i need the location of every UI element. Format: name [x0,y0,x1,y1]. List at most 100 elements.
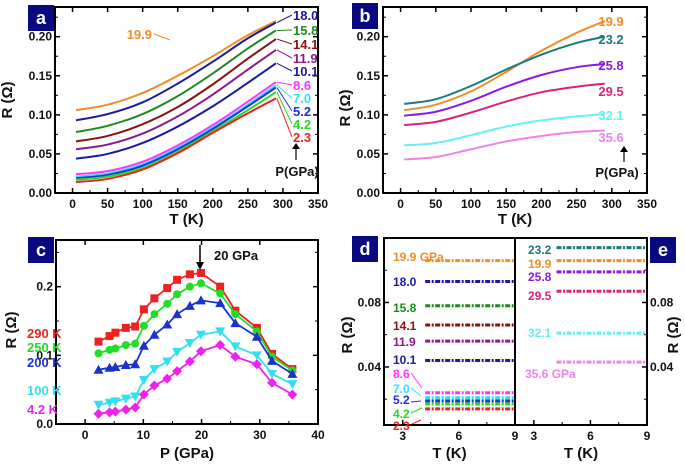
data-point [104,398,115,408]
series-line-23.2 [403,35,605,105]
data-point [94,349,103,358]
leader-line [276,49,293,59]
data-point [130,392,141,402]
series-label-18.0: 18.0 [393,275,417,289]
series-label-23.2: 23.2 [598,32,623,47]
annotation-20gpa: 20 GPa [214,248,259,263]
x-tick-label: 50 [429,197,443,211]
series-label-10.1: 10.1 [393,353,417,367]
series-label-25.8: 25.8 [528,270,552,284]
x-tick-label: 30 [253,428,267,442]
data-point [215,340,226,351]
data-point [251,331,262,341]
x-axis-title: T (K) [432,445,466,462]
leader-line [410,407,423,414]
series-label-32.1: 32.1 [598,108,623,123]
data-point [104,407,115,418]
series-label-14.1: 14.1 [293,37,318,52]
x-tick-label: 100 [461,197,481,211]
data-point [184,356,195,367]
pressure-unit-label: P(GPa) [275,164,318,179]
panel-letter-e: e [658,240,668,260]
data-point [215,327,226,337]
plot-frame [382,6,648,194]
x-tick-label: 6 [587,429,594,443]
y-tick-label: 0.15 [29,69,53,83]
data-point [120,394,131,404]
data-point [139,305,148,314]
series-line-8.6 [75,81,277,176]
series-line [98,330,293,406]
data-point [196,268,205,277]
data-point [195,295,206,305]
series-line-18.0 [75,21,277,122]
y-tick-label: 0.15 [357,69,381,83]
data-point [121,323,130,332]
y-axis-title: R (Ω) [665,316,682,353]
y-axis-title: R (Ω) [3,311,20,348]
arrow-head-icon [292,143,300,149]
series-label-8.6: 8.6 [393,367,410,381]
leader-line [276,87,293,112]
x-tick-label: 350 [308,197,328,211]
x-tick-label: 300 [273,197,293,211]
data-point [110,406,121,417]
data-point [267,355,278,365]
x-tick-label: 20 [195,428,209,442]
leader-line [411,419,422,425]
series-label-100K: 100 K [27,383,62,398]
panel-b: 0 50 100 150 200 250 300 350 0.00 0.05 0.10 0.15 0.2… [337,3,657,228]
leader-line [276,81,293,86]
x-axis-title: T (K) [498,211,532,228]
data-point [111,344,120,353]
y-axis-title: R (Ω) [339,316,356,353]
x-axis-title: T (K) [564,445,598,462]
arrow-head-icon [196,262,204,270]
data-point [94,337,103,346]
series-label-4.2K: 4.2 K [27,402,59,417]
panel-e: 3 6 9 0.04 0.08 T (K) 23.219.925.8 29.5 32.1 35.6… [514,237,682,462]
series-line-10.1 [75,62,277,160]
series-label-250K: 250 K [27,340,62,355]
data-point [110,397,121,407]
x-tick-label: 100 [133,197,153,211]
data-point [230,318,241,328]
leader-line [276,38,293,45]
series-100K [93,327,298,410]
y-tick-label: 0.20 [29,30,53,44]
series-line-25.8 [403,63,605,117]
y-tick-label: 0.05 [29,147,53,161]
series-line-7.0 [75,84,277,178]
y-tick-label: 0.04 [358,360,382,374]
y-tick-label: 0.10 [29,108,53,122]
series-line-35.6 [404,129,605,161]
series-label-19.9: 19.9 [127,27,152,42]
x-tick-label: 6 [456,429,463,443]
data-point [93,408,104,419]
data-point [138,376,149,386]
series-label-15.8: 15.8 [293,23,318,38]
data-point [162,373,173,384]
series-line-19.9 [75,20,277,112]
data-point [185,270,194,279]
y-axis-title: R (Ω) [337,89,354,126]
series-label-18.0: 18.0 [293,8,318,23]
data-point [216,282,225,291]
series-label-5.2: 5.2 [393,393,410,407]
x-tick-label: 50 [101,197,115,211]
data-point [184,338,195,348]
data-point [93,400,104,410]
series-label-290K: 290 K [27,326,62,341]
series-line-29.5 [404,82,605,127]
x-tick-label: 0 [82,428,89,442]
data-point [230,342,241,352]
data-point [173,290,182,299]
data-point [267,377,278,388]
data-point [195,346,206,357]
x-tick-label: 0 [69,197,76,211]
x-tick-label: 250 [567,197,587,211]
y-tick-label: 0.1 [36,348,53,362]
data-point [139,321,148,330]
series-label-11.9: 11.9 [293,51,318,66]
